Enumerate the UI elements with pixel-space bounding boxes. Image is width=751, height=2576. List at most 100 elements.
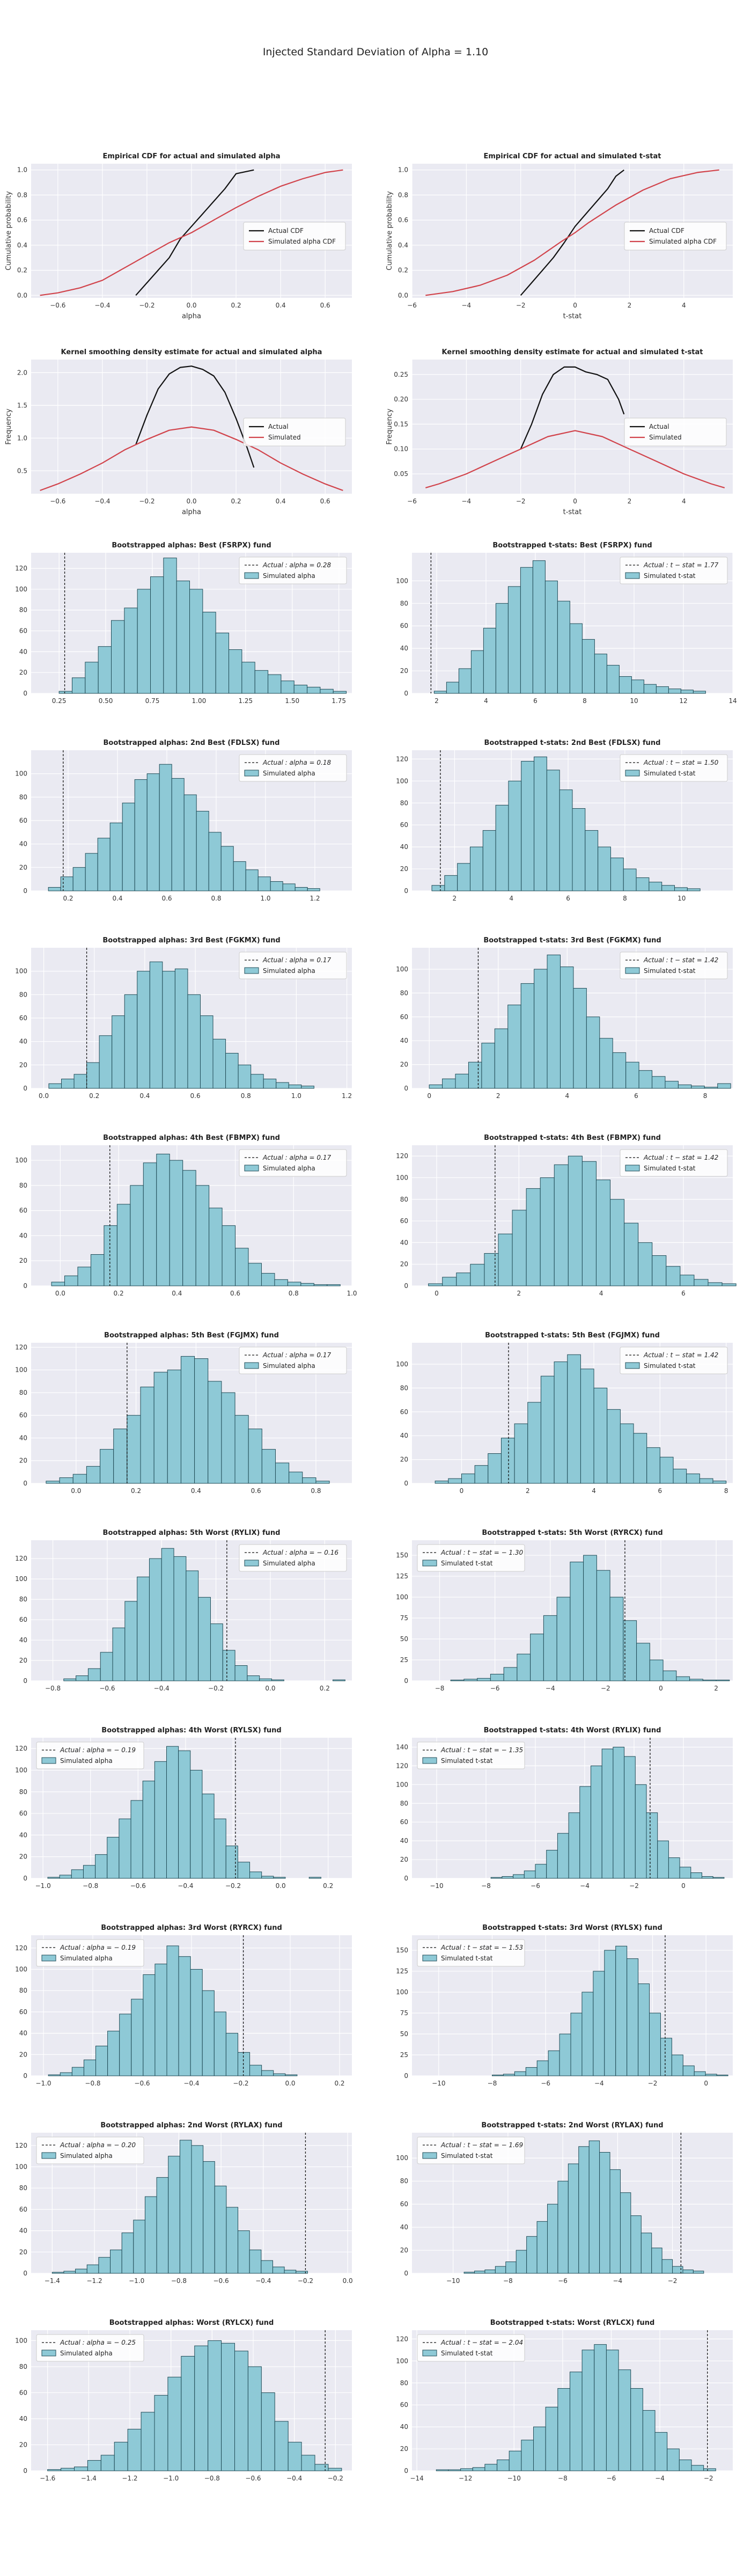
legend-label: Simulated t-stat [441, 2152, 493, 2160]
histogram-bar [154, 2395, 168, 2471]
y-tick-label: 20 [400, 1456, 408, 1463]
chart-title: Bootstrapped alphas: 2nd Best (FDLSX) fu… [104, 739, 280, 747]
legend-label: Actual [649, 423, 669, 430]
chart-panel: −0.8 −0.6 −0.4 −0.2 0.0 0.2 0 20 40 60 80 100 120 Boo… [15, 1529, 352, 1692]
y-tick-label: 40 [19, 1038, 27, 1045]
legend-swatch [422, 2152, 437, 2159]
legend-label: Simulated t-stat [644, 1165, 696, 1172]
histogram-bar [594, 654, 607, 694]
histogram-bar [442, 1078, 456, 1089]
histogram-bar [708, 1282, 723, 1286]
histogram-bar [546, 1850, 558, 1879]
y-tick-label: 40 [400, 2223, 408, 2231]
histogram-bar [301, 2455, 315, 2471]
histogram-bar [631, 679, 644, 694]
chart-title: Bootstrapped t-stats: 4th Best (FBMPX) f… [484, 1134, 661, 1142]
histogram-bar [593, 1387, 608, 1484]
histogram-bar [122, 802, 135, 891]
histogram-bar [704, 1087, 718, 1089]
chart-panel: −1.4 −1.2 −1.0 −0.8 −0.6 −0.4 −0.2 0.0 0 20 40 60 80… [15, 2121, 353, 2285]
legend-label: Simulated alpha [263, 1165, 315, 1172]
chart-title: Bootstrapped t-stats: Best (FSRPX) fund [492, 541, 652, 550]
histogram-bar [618, 2369, 631, 2471]
y-tick-label: 0 [404, 1085, 408, 1092]
histogram-bar [525, 2067, 538, 2076]
histogram-bar [59, 1875, 72, 1879]
histogram-bar [156, 2177, 169, 2274]
histogram-bar [601, 1748, 614, 1879]
legend-box [36, 2136, 144, 2164]
histogram-bar [296, 2271, 308, 2274]
y-tick-label: 0.05 [394, 470, 408, 478]
histogram-bar [527, 1402, 541, 1484]
histogram-bar [610, 858, 624, 891]
legend-label: Actual : t − stat = 1.50 [643, 759, 719, 766]
y-tick-label: 25 [400, 1656, 408, 1664]
x-tick-label: −0.4 [286, 2475, 302, 2482]
x-tick-label: −0.6 [130, 1882, 146, 1890]
x-tick-label: 0.2 [89, 1092, 99, 1100]
histogram-bar [191, 2145, 204, 2274]
legend-label: Actual : alpha = − 0.16 [262, 1549, 338, 1556]
histogram-bar [494, 1028, 509, 1089]
histogram-bar [623, 868, 637, 891]
histogram-bar [572, 808, 586, 891]
y-tick-label: 60 [19, 2008, 27, 2016]
histogram-bar [64, 1275, 78, 1286]
histogram-bar [190, 1969, 203, 2076]
histogram-bar [497, 2460, 510, 2471]
y-tick-label: 20 [400, 1856, 408, 1863]
histogram-bar [233, 861, 246, 891]
histogram-bar [514, 1423, 528, 1484]
legend: Actual : t − stat = − 1.35 Simulated t-st… [417, 1741, 525, 1769]
x-tick-label: −10 [446, 2277, 460, 2285]
y-tick-label: 100 [15, 968, 27, 975]
histogram-bar [586, 1016, 600, 1089]
histogram-bar [95, 2045, 108, 2076]
histogram-bar [557, 1833, 569, 1879]
histogram-bar [646, 1812, 658, 1879]
histogram-bar [458, 668, 472, 694]
y-tick-label: 60 [19, 1411, 27, 1419]
histogram-bar [268, 674, 282, 694]
x-tick-label: 0.8 [241, 1092, 251, 1100]
histogram-bar [111, 620, 125, 694]
histogram-bar [569, 2372, 583, 2471]
legend-box [624, 418, 727, 447]
histogram-bar [548, 2050, 560, 2076]
histogram-bar [514, 2071, 526, 2076]
legend-swatch [41, 1955, 56, 1962]
histogram-bar [47, 1877, 60, 1879]
y-tick-label: 80 [19, 1788, 27, 1796]
y-tick-label: 125 [396, 1967, 408, 1975]
y-tick-label: 80 [400, 1196, 408, 1203]
legend-label: Actual : t − stat = − 2.04 [440, 2339, 523, 2346]
histogram-bar [261, 2070, 274, 2076]
histogram-bar [712, 1481, 727, 1484]
legend-box [239, 1544, 347, 1572]
histogram-bar [183, 794, 197, 891]
legend-box [620, 1149, 728, 1177]
histogram-bar [638, 1070, 653, 1089]
histogram-bar [694, 2071, 706, 2076]
legend-box [620, 1346, 728, 1374]
histogram-bar [543, 1615, 557, 1681]
histogram-bar [545, 2406, 558, 2471]
histogram-bar [109, 822, 123, 891]
y-tick-label: 20 [19, 2441, 27, 2448]
x-tick-label: −2 [668, 2277, 678, 2285]
x-tick-label: −0.2 [208, 1685, 224, 1692]
histogram-bar [282, 883, 296, 891]
histogram-bar [161, 1548, 174, 1681]
y-tick-label: 0.6 [17, 216, 27, 224]
histogram-bar [676, 1676, 690, 1681]
histogram-bar [51, 2272, 64, 2274]
x-tick-label: −8 [435, 1685, 445, 1692]
histogram-bar [557, 2180, 569, 2274]
histogram-bar [636, 1643, 650, 1681]
x-tick-label: −10 [432, 2080, 445, 2087]
x-tick-label: 6 [658, 1487, 662, 1495]
x-tick-label: −6 [531, 1882, 540, 1890]
histogram-bar [604, 1950, 616, 2076]
histogram-bar [554, 1362, 568, 1484]
